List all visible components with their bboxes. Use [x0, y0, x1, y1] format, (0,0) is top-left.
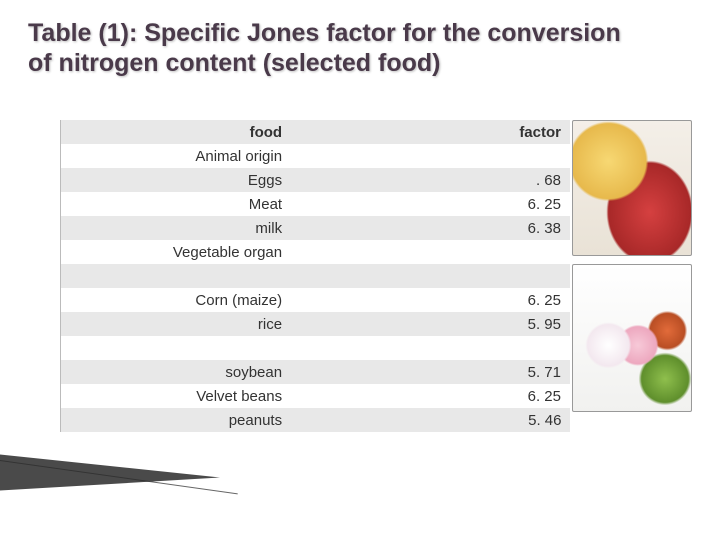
cell-food: Corn (maize) — [61, 288, 291, 312]
cell-factor: . 68 — [290, 168, 569, 192]
cell-food: soybean — [61, 360, 291, 384]
cell-food: milk — [61, 216, 291, 240]
cell-food: Eggs — [61, 168, 291, 192]
decor-wedge-icon — [0, 454, 220, 513]
col-header-factor: factor — [290, 120, 569, 144]
cell-factor — [290, 240, 569, 264]
spacer-row — [61, 336, 291, 360]
cell-factor: 6. 25 — [290, 384, 569, 408]
cell-factor: 6. 38 — [290, 216, 569, 240]
section-label: Animal origin — [61, 144, 291, 168]
milk-fruit-photo — [572, 264, 692, 412]
cell-food: Meat — [61, 192, 291, 216]
cell-food: rice — [61, 312, 291, 336]
col-header-food: food — [61, 120, 291, 144]
spacer-row — [290, 264, 569, 288]
cheese-meat-photo — [572, 120, 692, 256]
cell-factor — [290, 144, 569, 168]
cell-factor: 6. 25 — [290, 288, 569, 312]
cell-food: peanuts — [61, 408, 291, 432]
decor-line-icon — [0, 460, 238, 494]
cell-factor: 5. 71 — [290, 360, 569, 384]
photo-column — [572, 120, 692, 412]
cell-factor: 5. 95 — [290, 312, 569, 336]
cell-factor: 5. 46 — [290, 408, 569, 432]
section-label: Vegetable organ — [61, 240, 291, 264]
cell-factor: 6. 25 — [290, 192, 569, 216]
cell-food: Velvet beans — [61, 384, 291, 408]
spacer-row — [290, 336, 569, 360]
jones-factor-table: food factor Animal origin Eggs. 68 Meat6… — [60, 120, 570, 432]
page-title: Table (1): Specific Jones factor for the… — [28, 18, 648, 78]
spacer-row — [61, 264, 291, 288]
slide-decor — [0, 460, 250, 510]
